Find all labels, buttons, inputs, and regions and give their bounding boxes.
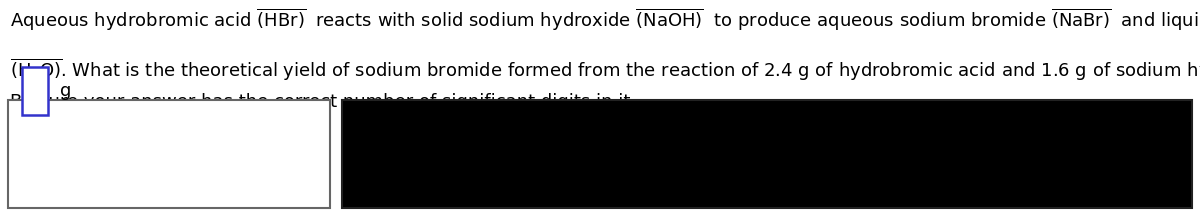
Bar [22,67,48,115]
Bar [342,100,1192,208]
Text: Be sure your answer has the correct number of significant digits in it.: Be sure your answer has the correct numb… [10,93,636,111]
Text: Aqueous hydrobromic acid $\overline{\rm (HBr)}$  reacts with solid sodium hydrox: Aqueous hydrobromic acid $\overline{\rm … [10,7,1200,33]
Text: g: g [60,82,71,100]
Bar [8,100,330,208]
Text: $\overline{\rm (H_2O)}$. What is the theoretical yield of sodium bromide formed : $\overline{\rm (H_2O)}$. What is the the… [10,56,1200,83]
